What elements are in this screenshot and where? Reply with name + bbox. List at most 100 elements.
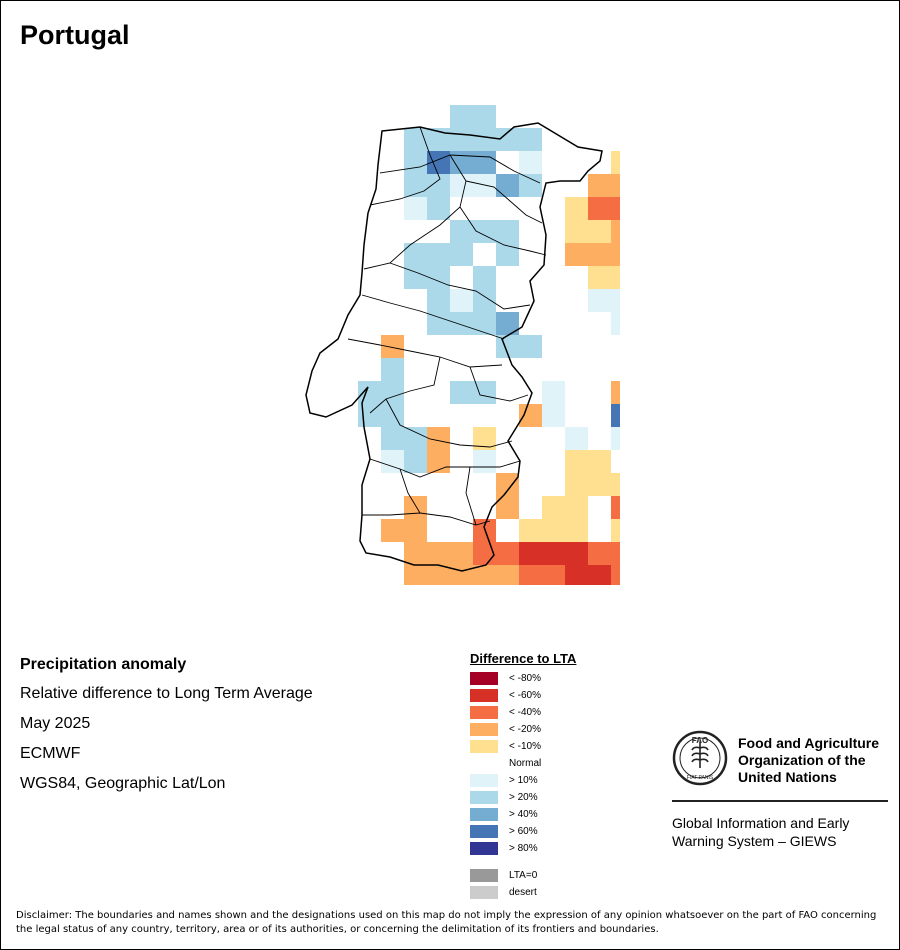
disclaimer: Disclaimer: The boundaries and names sho…: [16, 910, 877, 935]
grid-cell: [588, 220, 611, 243]
grid-cell: [496, 312, 519, 335]
grid-cell: [611, 243, 620, 266]
legend-swatch: [470, 791, 498, 804]
grid-cell: [427, 565, 450, 585]
grid-cell: [588, 174, 611, 197]
grid-cell: [542, 519, 565, 542]
grid-cell: [381, 335, 404, 358]
legend-item: > 10%: [470, 772, 576, 789]
grid-cell: [358, 381, 381, 404]
emblem-letters: FAO: [692, 736, 708, 745]
grid-cell: [381, 381, 404, 404]
grid-cell: [450, 174, 473, 197]
legend-swatch: [470, 869, 498, 882]
giews-name: Global Information and Early Warning Sys…: [672, 815, 850, 849]
grid-cell: [404, 496, 427, 519]
fao-emblem-icon: FAO FIAT PANIS: [672, 730, 728, 786]
legend-swatch: [470, 774, 498, 787]
grid-cell: [404, 519, 427, 542]
page-title: Portugal: [20, 20, 130, 50]
grid-cell: [496, 128, 519, 151]
logo-divider: [672, 800, 888, 802]
legend-item: > 80%: [470, 840, 576, 857]
grid-cell: [450, 312, 473, 335]
grid-cell: [519, 174, 542, 197]
grid-cell: [588, 197, 611, 220]
legend-item: > 40%: [470, 806, 576, 823]
grid-cell: [450, 151, 473, 174]
legend-label: Normal: [509, 758, 542, 769]
grid-cell: [588, 404, 611, 427]
grid-cell: [427, 404, 450, 427]
legend-item: < -40%: [470, 704, 576, 721]
grid-cell: [427, 289, 450, 312]
legend-item: desert: [470, 884, 576, 901]
legend-swatch: [470, 808, 498, 821]
grid-cell: [473, 381, 496, 404]
grid-cell: [473, 266, 496, 289]
legend-swatch: [470, 886, 498, 899]
grid-cell: [565, 473, 588, 496]
grid-cell: [611, 151, 620, 174]
grid-cell: [588, 473, 611, 496]
portugal-anomaly-map: [305, 105, 620, 585]
legend-label: < -60%: [509, 690, 541, 701]
legend-item: < -20%: [470, 721, 576, 738]
grid-cell: [473, 450, 496, 473]
grid-cell: [542, 565, 565, 585]
grid-cell: [496, 565, 519, 585]
legend-label: > 80%: [509, 843, 538, 854]
grid-cell: [611, 174, 620, 197]
grid-cell: [450, 289, 473, 312]
info-line: Relative difference to Long Term Average: [20, 685, 313, 702]
grid-cell: [427, 151, 450, 174]
grid-cell: [611, 496, 620, 519]
grid-cell: [611, 404, 620, 427]
legend-swatch: [470, 740, 498, 753]
grid-cell: [473, 220, 496, 243]
grid-cell: [473, 565, 496, 585]
grid-cell: [519, 335, 542, 358]
grid-cell: [427, 542, 450, 565]
legend-swatch: [470, 825, 498, 838]
grid-cell: [611, 519, 620, 542]
grid-cell: [404, 197, 427, 220]
grid-cell: [404, 427, 427, 450]
grid-cell: [611, 197, 620, 220]
legend-label: > 20%: [509, 792, 538, 803]
grid-cell: [611, 289, 620, 312]
grid-cell: [381, 404, 404, 427]
grid-cell: [450, 220, 473, 243]
grid-cell: [404, 243, 427, 266]
grid-cell: [473, 174, 496, 197]
grid-cell: [427, 312, 450, 335]
grid-cell: [565, 565, 588, 585]
grid-cell: [496, 220, 519, 243]
grid-cell: [565, 197, 588, 220]
grid-cell: [588, 565, 611, 585]
legend-label: > 40%: [509, 809, 538, 820]
grid-cell: [404, 266, 427, 289]
grid-cell: [427, 197, 450, 220]
grid-cell: [496, 496, 519, 519]
legend-label: < -80%: [509, 673, 541, 684]
legend-label: desert: [509, 887, 537, 898]
grid-cell: [450, 243, 473, 266]
grid-cell: [565, 496, 588, 519]
grid-cell: [611, 266, 620, 289]
grid-cell: [496, 473, 519, 496]
grid-cell: [565, 427, 588, 450]
legend-item: > 20%: [470, 789, 576, 806]
grid-cell: [588, 450, 611, 473]
legend-label: LTA=0: [509, 870, 538, 881]
grid-cell: [427, 427, 450, 450]
grid-cell: [381, 519, 404, 542]
grid-cell: [473, 128, 496, 151]
district-boundaries: [347, 126, 547, 526]
grid-cell: [404, 565, 427, 585]
grid-cell: [404, 174, 427, 197]
grid-cell: [473, 542, 496, 565]
grid-cell: [450, 542, 473, 565]
grid-cell: [358, 404, 381, 427]
info-line: WGS84, Geographic Lat/Lon: [20, 775, 226, 792]
